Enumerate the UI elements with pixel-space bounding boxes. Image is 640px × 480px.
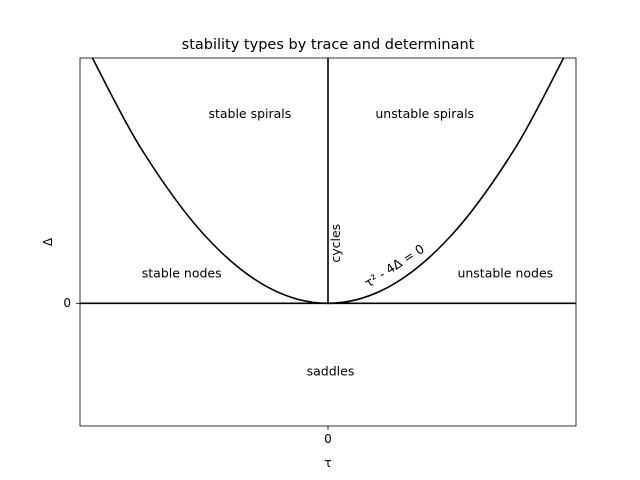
y-axis-label: Δ	[41, 237, 55, 246]
y-tick-label-0: 0	[63, 296, 71, 310]
annotation-5: cycles	[328, 224, 343, 263]
x-tick-label-0: 0	[324, 432, 332, 446]
series-layer	[80, 57, 576, 305]
annotation-0: stable spirals	[208, 106, 291, 121]
annotation-1: unstable spirals	[375, 106, 474, 121]
annotation-4: saddles	[307, 364, 355, 379]
tick-layer: 00	[63, 296, 331, 446]
annotation-2: stable nodes	[142, 265, 222, 280]
annotation-3: unstable nodes	[457, 265, 553, 280]
x-axis-label: τ	[324, 456, 331, 470]
chart-title: stability types by trace and determinant	[182, 37, 475, 53]
